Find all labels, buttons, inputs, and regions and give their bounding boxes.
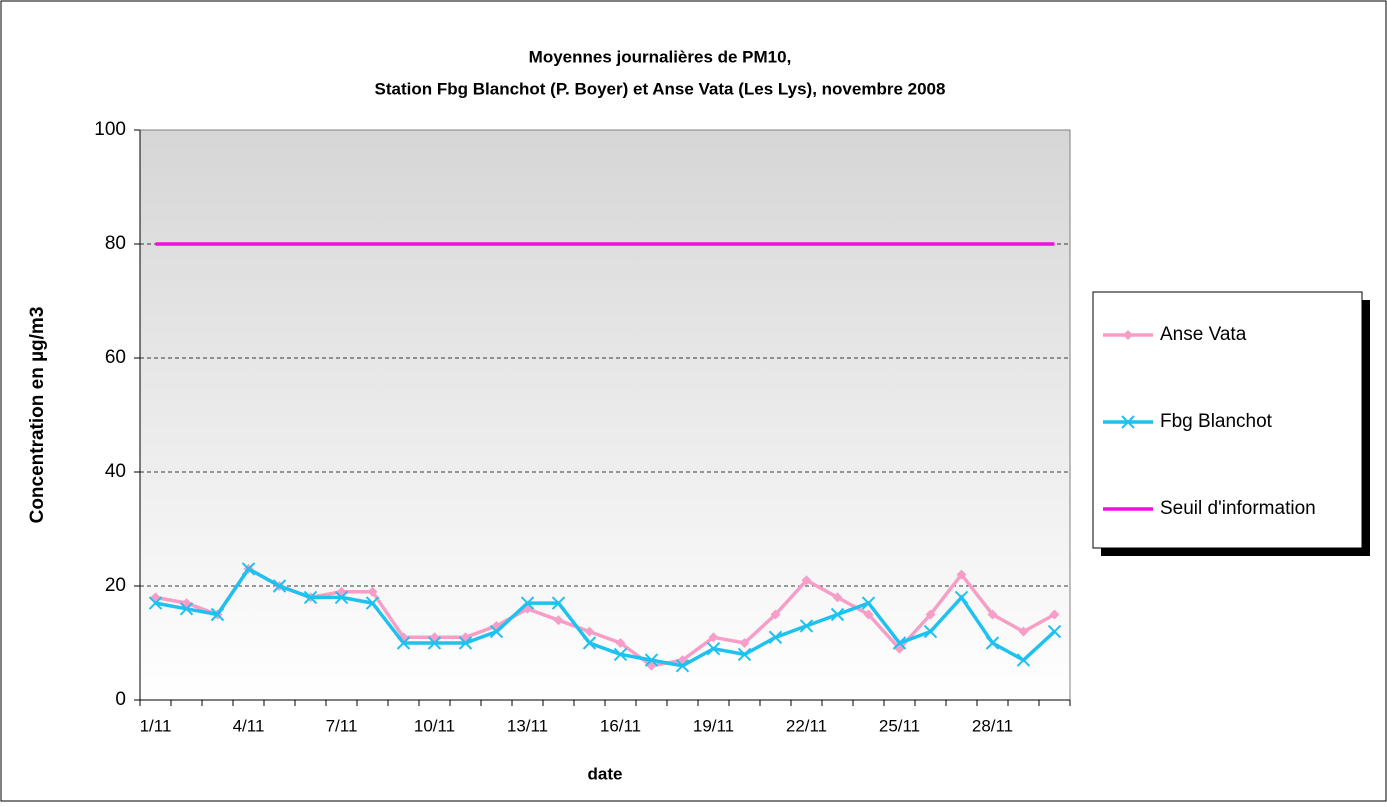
plot-area — [139, 129, 1071, 701]
point — [923, 624, 938, 639]
point — [615, 638, 626, 648]
y-tick-label: 100 — [94, 119, 126, 140]
point — [427, 636, 442, 650]
y-tick-label: 60 — [105, 347, 126, 368]
chart-title: Station Fbg Blanchot (P. Boyer) et Anse … — [375, 79, 946, 98]
point — [520, 596, 535, 610]
point — [706, 641, 721, 656]
x-tick-label: 16/11 — [600, 716, 641, 735]
point — [644, 653, 659, 667]
legend-label: Anse Vata — [1160, 324, 1247, 345]
point — [956, 569, 967, 580]
point — [551, 596, 566, 610]
point — [584, 626, 595, 637]
y-tick-label: 0 — [115, 689, 126, 710]
series-line — [155, 566, 1056, 668]
point — [272, 579, 287, 593]
point — [708, 632, 719, 643]
y-tick-label: 20 — [105, 575, 126, 596]
x-tick-label: 13/11 — [507, 716, 548, 735]
x-tick-label: 25/11 — [879, 716, 920, 735]
point — [553, 615, 564, 626]
point — [987, 609, 998, 620]
point — [861, 596, 876, 610]
point — [1123, 330, 1133, 340]
x-tick-label: 19/11 — [693, 716, 734, 735]
chart-title: Moyennes journalières de PM10, — [529, 47, 792, 66]
point — [770, 609, 781, 620]
x-tick-label: 22/11 — [786, 716, 827, 735]
y-tick-label: 80 — [105, 233, 126, 254]
point — [892, 636, 907, 650]
point — [148, 596, 163, 610]
point — [925, 609, 936, 620]
point — [303, 590, 318, 605]
point — [334, 590, 349, 605]
point — [489, 624, 504, 639]
x-tick-label: 4/11 — [233, 716, 265, 735]
point — [954, 590, 969, 605]
point — [210, 607, 225, 622]
x-axis-title: date — [588, 764, 623, 783]
point — [830, 607, 845, 622]
point — [1049, 609, 1060, 620]
point — [365, 596, 380, 610]
point — [1121, 415, 1135, 429]
x-tick-label: 28/11 — [972, 716, 1013, 735]
legend-label: Fbg Blanchot — [1160, 411, 1273, 432]
point — [675, 659, 690, 673]
point — [1018, 626, 1029, 637]
point — [768, 630, 783, 645]
point — [832, 592, 843, 603]
point — [1047, 624, 1062, 639]
point — [1016, 653, 1031, 667]
point — [396, 636, 411, 650]
x-tick-label: 10/11 — [414, 716, 455, 735]
x-tick-label: 7/11 — [326, 716, 358, 735]
point — [241, 562, 256, 576]
legend-label: Seuil d'information — [1160, 498, 1316, 519]
point — [458, 636, 473, 650]
point — [179, 602, 194, 616]
y-tick-label: 40 — [105, 461, 126, 482]
point — [985, 636, 1000, 650]
x-tick-label: 1/11 — [140, 716, 172, 735]
point — [799, 619, 814, 633]
point — [582, 636, 597, 650]
point — [739, 638, 750, 648]
point — [367, 586, 378, 597]
point — [863, 609, 874, 620]
point — [801, 575, 812, 586]
point — [613, 647, 628, 662]
point — [737, 647, 752, 662]
y-axis-title: Concentration en µg/m3 — [27, 307, 48, 524]
